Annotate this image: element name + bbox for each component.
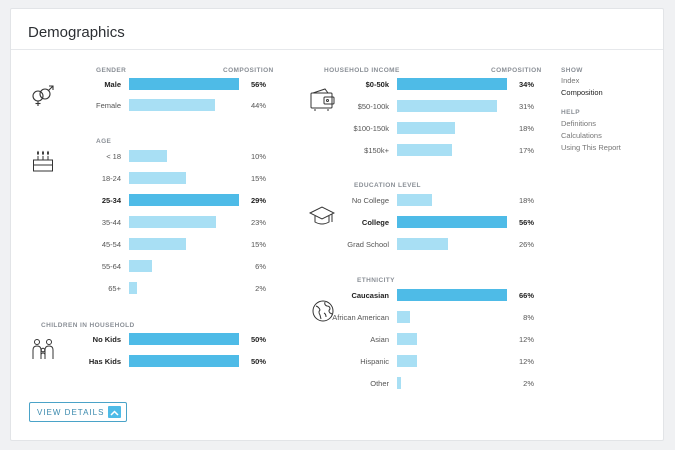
ethnicity-row-value: 12% (518, 357, 534, 366)
children-row-bar (129, 333, 239, 345)
show-header: SHOW (561, 67, 583, 74)
age-row-label: 55-64 (101, 262, 121, 271)
age-header: AGE (96, 138, 112, 145)
gender-row-label: Female (95, 101, 121, 110)
age-row-label: 35-44 (101, 218, 121, 227)
education-row-label: No College (351, 196, 389, 205)
income-row-value: 31% (518, 102, 534, 111)
education-row-bar (397, 216, 507, 228)
chevron-up-icon (108, 406, 121, 418)
page-title: Demographics (28, 24, 125, 41)
ethnicity-row-label: Other (370, 379, 389, 388)
income-row-bar (397, 144, 452, 156)
demographics-card: Demographics GENDER COMPOSITION AGE CHIL… (10, 8, 664, 441)
age-row-value: 2% (255, 284, 266, 293)
age-row-value: 10% (250, 152, 266, 161)
ethnicity-header: ETHNICITY (357, 277, 395, 284)
income-row-value: 34% (518, 80, 534, 89)
title-divider (11, 49, 663, 50)
ethnicity-row-value: 66% (518, 291, 534, 300)
income-row-bar (397, 122, 455, 134)
age-row-bar (129, 216, 216, 228)
income-row-value: 17% (518, 146, 534, 155)
age-row-bar (129, 172, 186, 184)
age-row-bar (129, 238, 186, 250)
income-row-label: $50-100k (357, 102, 389, 111)
age-row-value: 15% (250, 174, 266, 183)
help-definitions-link[interactable]: Definitions (561, 119, 597, 128)
gender-row-bar (129, 99, 215, 111)
ethnicity-row-label: Caucasian (351, 291, 389, 300)
age-row-bar (129, 282, 137, 294)
income-row-label: $100-150k (353, 124, 389, 133)
age-row-value: 6% (255, 262, 266, 271)
income-row-bar (397, 78, 507, 90)
ethnicity-row-label: African American (332, 313, 389, 322)
age-row-bar (129, 194, 239, 206)
help-calculations-link[interactable]: Calculations (561, 131, 602, 140)
gender-row-value: 44% (250, 101, 266, 110)
education-row-label: College (361, 218, 389, 227)
ethnicity-row-value: 12% (518, 335, 534, 344)
children-row-label: Has Kids (88, 357, 121, 366)
children-row-bar (129, 355, 239, 367)
children-row-label: No Kids (92, 335, 121, 344)
education-header: EDUCATION LEVEL (354, 182, 421, 189)
income-header: HOUSEHOLD INCOME (324, 67, 400, 74)
income-row-value: 18% (518, 124, 534, 133)
age-row-value: 15% (250, 240, 266, 249)
education-row-value: 18% (518, 196, 534, 205)
education-row-label: Grad School (347, 240, 389, 249)
globe-icon (312, 300, 334, 322)
gender-row-value: 56% (250, 80, 266, 89)
ethnicity-row-value: 8% (523, 313, 534, 322)
view-details-button[interactable]: VIEW DETAILS (29, 402, 127, 422)
age-row-bar (129, 150, 167, 162)
gender-header: GENDER (96, 67, 127, 74)
family-icon (32, 339, 54, 359)
ethnicity-row-bar (397, 377, 401, 389)
age-row-bar (129, 260, 152, 272)
ethnicity-row-bar (397, 311, 410, 323)
ethnicity-row-label: Hispanic (360, 357, 389, 366)
education-row-value: 26% (518, 240, 534, 249)
income-composition-header: COMPOSITION (491, 67, 542, 74)
income-row-label: $0-50k (365, 80, 389, 89)
age-row-label: < 18 (106, 152, 121, 161)
ethnicity-row-label: Asian (370, 335, 389, 344)
help-using-report-link[interactable]: Using This Report (561, 143, 621, 152)
income-row-bar (397, 100, 497, 112)
education-row-bar (397, 194, 432, 206)
children-row-value: 50% (250, 357, 266, 366)
graduation-cap-icon (309, 206, 335, 225)
gender-row-label: Male (104, 80, 121, 89)
show-index-link[interactable]: Index (561, 76, 580, 85)
age-row-label: 25-34 (101, 196, 121, 205)
wallet-icon (310, 88, 335, 111)
gender-composition-header: COMPOSITION (223, 67, 274, 74)
education-row-value: 56% (518, 218, 534, 227)
gender-row-bar (129, 78, 239, 90)
children-row-value: 50% (250, 335, 266, 344)
education-row-bar (397, 238, 448, 250)
gender-icon (32, 85, 54, 106)
view-details-label: VIEW DETAILS (37, 408, 105, 417)
ethnicity-row-bar (397, 333, 417, 345)
ethnicity-row-bar (397, 289, 507, 301)
age-row-value: 29% (250, 196, 266, 205)
children-header: CHILDREN IN HOUSEHOLD (41, 322, 135, 329)
age-row-label: 45-54 (101, 240, 121, 249)
ethnicity-row-bar (397, 355, 417, 367)
age-row-value: 23% (250, 218, 266, 227)
help-header: HELP (561, 109, 580, 116)
ethnicity-row-value: 2% (523, 379, 534, 388)
birthday-cake-icon (33, 150, 53, 172)
age-row-label: 65+ (108, 284, 121, 293)
income-row-label: $150k+ (364, 146, 389, 155)
age-row-label: 18-24 (101, 174, 121, 183)
show-composition-link[interactable]: Composition (561, 88, 603, 97)
